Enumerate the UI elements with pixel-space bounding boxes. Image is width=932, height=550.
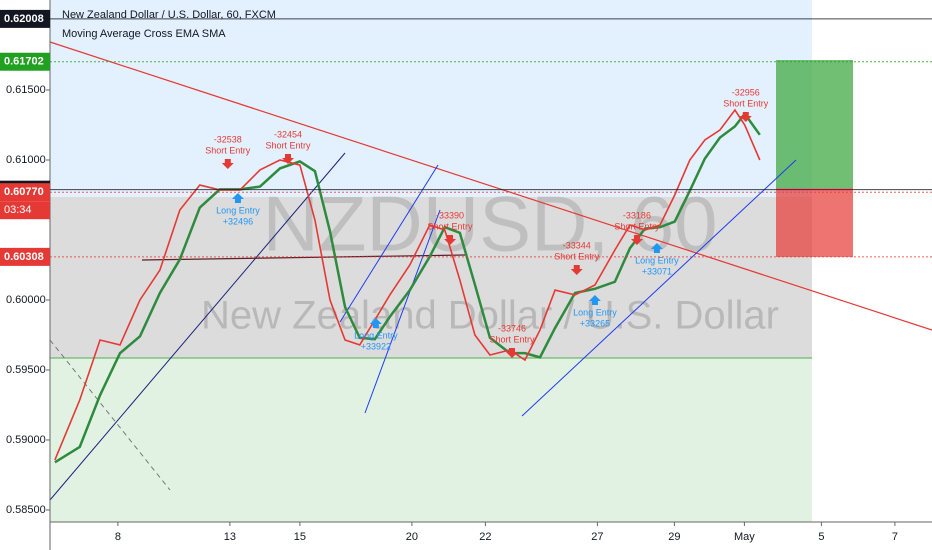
signal-side: Short Entry	[614, 221, 660, 231]
y-tick-label: 0.61000	[6, 154, 46, 166]
y-tick-label: 0.61500	[6, 84, 46, 96]
trend-line	[141, 254, 466, 261]
price-badge	[0, 247, 50, 266]
signal-label: -32956	[732, 87, 760, 97]
price-badge-label: 0.62008	[4, 13, 44, 25]
countdown-badge	[0, 201, 50, 220]
signal-arrow	[650, 242, 663, 253]
x-tick-label: 27	[591, 531, 603, 543]
signal-arrow	[630, 235, 643, 246]
signal-arrow	[570, 264, 583, 275]
signal-arrow	[588, 295, 601, 306]
price-badge	[0, 52, 50, 71]
stop-box	[776, 188, 853, 257]
signal-label: +33071	[642, 266, 672, 276]
price-badge	[0, 9, 50, 28]
signal-side: Long Entry	[216, 205, 260, 215]
x-tick-label: 8	[115, 531, 121, 543]
signal-side: Short Entry	[205, 145, 251, 155]
trend-line	[49, 41, 932, 331]
signal-label: -33344	[563, 240, 591, 250]
x-tick-label: 13	[224, 531, 236, 543]
signal-label: -33390	[436, 210, 464, 220]
signal-label: -33746	[498, 323, 526, 333]
trend-line	[364, 209, 441, 414]
signal-arrow	[221, 159, 234, 170]
trend-line	[49, 152, 346, 501]
zone-middle	[50, 197, 812, 358]
signal-arrow	[369, 318, 382, 329]
signal-arrow	[444, 235, 457, 246]
signal-side: Short Entry	[489, 334, 535, 344]
drawings	[49, 41, 932, 501]
chart-title: New Zealand Dollar / U.S. Dollar, 60, FX…	[62, 9, 276, 21]
countdown: 03:34	[4, 204, 32, 216]
x-tick-label: 5	[818, 531, 824, 543]
signal-arrow	[282, 153, 294, 164]
signal-side: Long Entry	[573, 307, 617, 317]
signal-label: +33265	[580, 318, 610, 328]
signal-side: Long Entry	[354, 330, 398, 340]
y-tick-label: 0.58500	[6, 504, 46, 516]
chart-subtitle: Moving Average Cross EMA SMA	[62, 28, 226, 40]
x-tick-label: 29	[668, 531, 680, 543]
trend-line	[521, 159, 797, 417]
y-tick-label: 0.59500	[6, 364, 46, 376]
signal-side: Short Entry	[265, 140, 311, 150]
signal-arrow	[739, 111, 752, 122]
price-badge-label: 0.60770	[4, 186, 44, 198]
signal-side: Short Entry	[723, 98, 769, 108]
signal-arrow	[506, 347, 518, 358]
price-badge	[0, 183, 50, 202]
signal-side: Long Entry	[635, 255, 679, 265]
price-badge-label: 0.61702	[4, 56, 44, 68]
trend-line	[339, 164, 439, 323]
signal-label: -32454	[274, 129, 302, 139]
watermark-symbol: NZDUSD, 60	[262, 180, 717, 268]
zone-top	[50, 0, 812, 197]
watermark-name: New Zealand Dollar / U.S. Dollar	[201, 294, 779, 338]
signal-side: Short Entry	[554, 251, 600, 261]
x-tick-label: 20	[406, 531, 418, 543]
signal-label: +32496	[223, 216, 253, 226]
signal-arrow	[231, 192, 244, 203]
y-tick-label: 0.59000	[6, 434, 46, 446]
x-tick-label: May	[734, 531, 755, 543]
y-tick-label: 0.60000	[6, 294, 46, 306]
ma-line	[54, 111, 761, 464]
price-badge-label: 0.60308	[4, 251, 44, 263]
x-tick-label: 22	[479, 531, 491, 543]
signal-side: Short Entry	[428, 221, 474, 231]
zone-bottom	[50, 358, 812, 522]
signal-label: -32538	[214, 134, 242, 144]
target-box	[776, 60, 853, 188]
x-tick-label: 7	[892, 531, 898, 543]
x-tick-label: 15	[294, 531, 306, 543]
signal-label: +33922	[361, 341, 391, 351]
signal-label: -33186	[623, 210, 651, 220]
